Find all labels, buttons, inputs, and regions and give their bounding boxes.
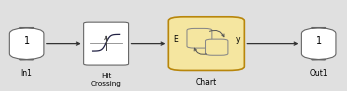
Text: 1: 1 <box>24 36 30 46</box>
Text: E: E <box>173 35 178 44</box>
FancyBboxPatch shape <box>168 17 244 70</box>
FancyBboxPatch shape <box>84 22 129 65</box>
Text: In1: In1 <box>21 69 33 78</box>
FancyArrowPatch shape <box>194 48 206 54</box>
FancyBboxPatch shape <box>9 27 44 60</box>
FancyArrowPatch shape <box>210 30 224 37</box>
Text: Out1: Out1 <box>309 69 328 78</box>
FancyBboxPatch shape <box>187 28 212 48</box>
Text: 1: 1 <box>315 36 322 46</box>
FancyBboxPatch shape <box>302 27 336 60</box>
Text: Chart: Chart <box>196 79 217 87</box>
Text: y: y <box>235 35 240 44</box>
FancyBboxPatch shape <box>205 39 228 55</box>
Text: Hit
Crossing: Hit Crossing <box>91 73 121 87</box>
